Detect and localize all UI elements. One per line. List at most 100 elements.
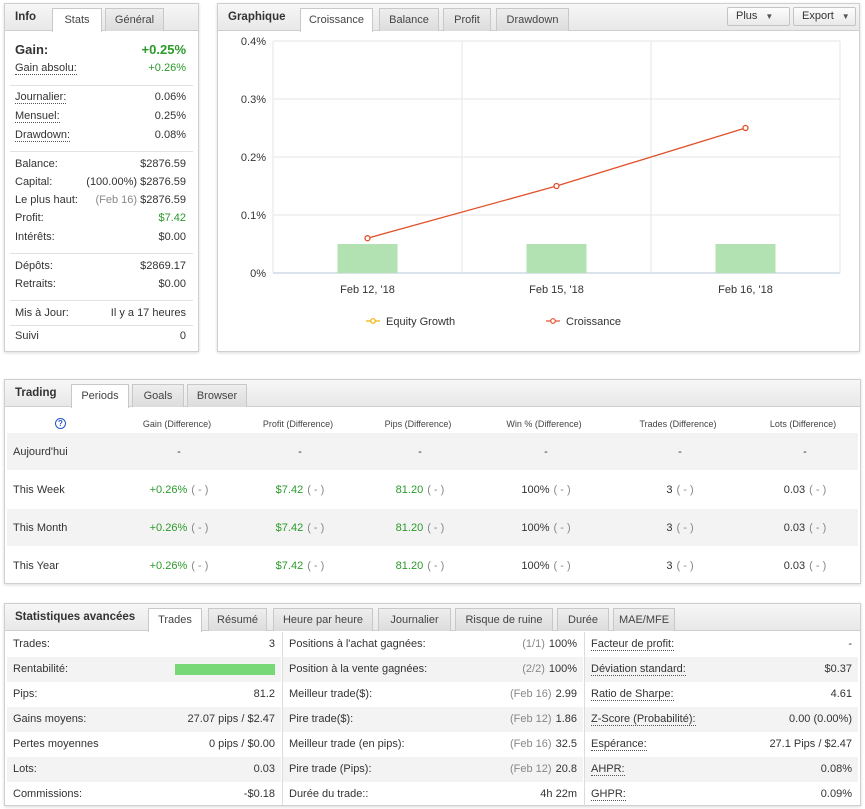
tab-risque-de-ruine[interactable]: Risque de ruine: [455, 608, 553, 631]
retraits-value: $0.00: [158, 278, 186, 290]
gain-difference: ( - ): [191, 560, 209, 572]
pips-difference: ( - ): [427, 484, 445, 496]
graph-title: Graphique: [228, 11, 286, 23]
legend-marker: [370, 318, 376, 324]
cell-win: 100%( - ): [521, 484, 570, 496]
stat-label[interactable]: AHPR:: [591, 763, 625, 776]
bar-equity-growth: [526, 244, 587, 273]
tab-trades[interactable]: Trades: [148, 608, 202, 632]
plus-haut-row: Le plus haut: (Feb 16) $2876.59: [15, 192, 186, 210]
capital-amount: $2876.59: [140, 176, 186, 188]
tab-stats[interactable]: Stats: [52, 8, 102, 32]
tab-mae-mfe[interactable]: MAE/MFE: [613, 608, 675, 631]
stat-row: Rentabilité:: [7, 657, 281, 682]
legend-label: Equity Growth: [386, 316, 455, 328]
mensuel-row: Mensuel: 0.25%: [15, 108, 186, 126]
tab-goals[interactable]: Goals: [132, 384, 184, 407]
graph-panel: Graphique Croissance Balance Profit Draw…: [217, 3, 860, 352]
cell-trades: 3( - ): [666, 484, 693, 496]
stat-label: Pips:: [13, 688, 38, 700]
trading-title: Trading: [15, 387, 57, 399]
x-tick-label: Feb 16, '18: [718, 284, 773, 296]
stat-label[interactable]: GHPR:: [591, 788, 626, 801]
capital-row: Capital: (100.00%) $2876.59: [15, 174, 186, 192]
tab-drawdown[interactable]: Drawdown: [496, 8, 569, 31]
tab-resume[interactable]: Résumé: [208, 608, 267, 631]
plus-button[interactable]: Plus ▼: [727, 7, 790, 26]
lots-value: 0.03: [783, 484, 806, 496]
gain-difference: ( - ): [191, 522, 209, 534]
stat-row: Durée du trade:: 4h 22m: [283, 782, 583, 807]
export-button[interactable]: Export ▼: [793, 7, 856, 26]
cell-gain: +0.26%( - ): [150, 560, 209, 572]
stat-label[interactable]: Espérance:: [591, 738, 647, 751]
stat-row: GHPR: 0.09%: [585, 782, 858, 807]
stat-value: 0.09%: [821, 788, 852, 800]
stat-value-text: 0 pips / $0.00: [208, 738, 275, 750]
stat-label: Pertes moyennes: [13, 738, 99, 750]
pips-value: 81.20: [395, 522, 424, 534]
stat-label: Positions à l'achat gagnées:: [289, 638, 426, 650]
cell-lots: 0.03( - ): [784, 484, 827, 496]
advanced-header: Statistiques avancées Trades Résumé Heur…: [5, 604, 860, 632]
pips-value: 81.20: [395, 560, 424, 572]
stat-value: 4h 22m: [540, 788, 577, 800]
depots-value: $2869.17: [140, 260, 186, 272]
stat-value-text: 4h 22m: [540, 788, 577, 800]
stat-note: (Feb 12): [510, 713, 552, 725]
tab-periods[interactable]: Periods: [71, 384, 129, 408]
table-row: This Week +0.26%( - ) $7.42( - ) 81.20( - )…: [7, 471, 858, 508]
stat-value-text: 27.1 Pips / $2.47: [769, 738, 852, 750]
stat-value-text: 3: [268, 638, 275, 650]
cell-gain: -: [177, 446, 181, 458]
stat-row: Trades: 3: [7, 632, 281, 657]
chevron-down-icon: ▼: [841, 12, 850, 21]
help-icon[interactable]: ?: [55, 418, 66, 429]
stat-value-text: 32.5: [555, 738, 577, 750]
journalier-label[interactable]: Journalier:: [15, 91, 67, 104]
cell-pips: 81.20( - ): [396, 560, 445, 572]
mensuel-label[interactable]: Mensuel:: [15, 110, 60, 123]
stat-value: -$0.18: [244, 788, 275, 800]
stat-row: Meilleur trade($): (Feb 16) 2.99: [283, 682, 583, 707]
col-trades: Trades (Difference): [639, 419, 717, 429]
profit-difference: ( - ): [307, 560, 325, 572]
gain-absolu-label[interactable]: Gain absolu:: [15, 62, 77, 75]
advanced-panel: Statistiques avancées Trades Résumé Heur…: [4, 603, 861, 807]
point-croissance: [742, 124, 749, 132]
gain-label: Gain:: [15, 42, 49, 57]
y-tick-label: 0.3%: [241, 94, 266, 106]
stat-value-text: 27.07 pips / $2.47: [187, 713, 275, 725]
tab-heure-par-heure[interactable]: Heure par heure: [273, 608, 373, 631]
point-croissance: [553, 182, 560, 190]
lots-value: 0.03: [783, 560, 806, 572]
stat-value-text: 20.8: [555, 763, 577, 775]
stat-value: 3: [269, 638, 275, 650]
stat-label[interactable]: Ratio de Sharpe:: [591, 688, 674, 701]
win-value: 100%: [521, 484, 550, 496]
tab-browser[interactable]: Browser: [187, 384, 247, 407]
tab-journalier[interactable]: Journalier: [378, 608, 451, 631]
stat-label[interactable]: Déviation standard:: [591, 663, 686, 676]
stat-row: Pips: 81.2: [7, 682, 281, 707]
stat-value: 27.07 pips / $2.47: [188, 713, 275, 725]
tab-profit[interactable]: Profit: [443, 8, 491, 31]
cell-trades: -: [678, 446, 682, 458]
cell-profit: $7.42( - ): [276, 484, 325, 496]
tab-general[interactable]: Général: [105, 8, 164, 31]
legend-label: Croissance: [566, 316, 621, 328]
stat-label[interactable]: Z-Score (Probabilité):: [591, 713, 696, 726]
lots-difference: ( - ): [809, 560, 827, 572]
tab-croissance[interactable]: Croissance: [300, 8, 373, 32]
drawdown-label[interactable]: Drawdown:: [15, 129, 71, 142]
stat-note: (2/2): [522, 663, 545, 675]
stat-label[interactable]: Facteur de profit:: [591, 638, 675, 651]
tab-duree[interactable]: Durée: [557, 608, 609, 631]
divider: [10, 300, 193, 301]
lots-difference: ( - ): [809, 484, 827, 496]
plus-button-label: Plus: [736, 10, 758, 22]
tab-balance[interactable]: Balance: [379, 8, 439, 31]
win-value: 100%: [521, 522, 550, 534]
stat-label: Durée du trade::: [289, 788, 369, 800]
gain-absolu-value: +0.26%: [148, 62, 186, 74]
